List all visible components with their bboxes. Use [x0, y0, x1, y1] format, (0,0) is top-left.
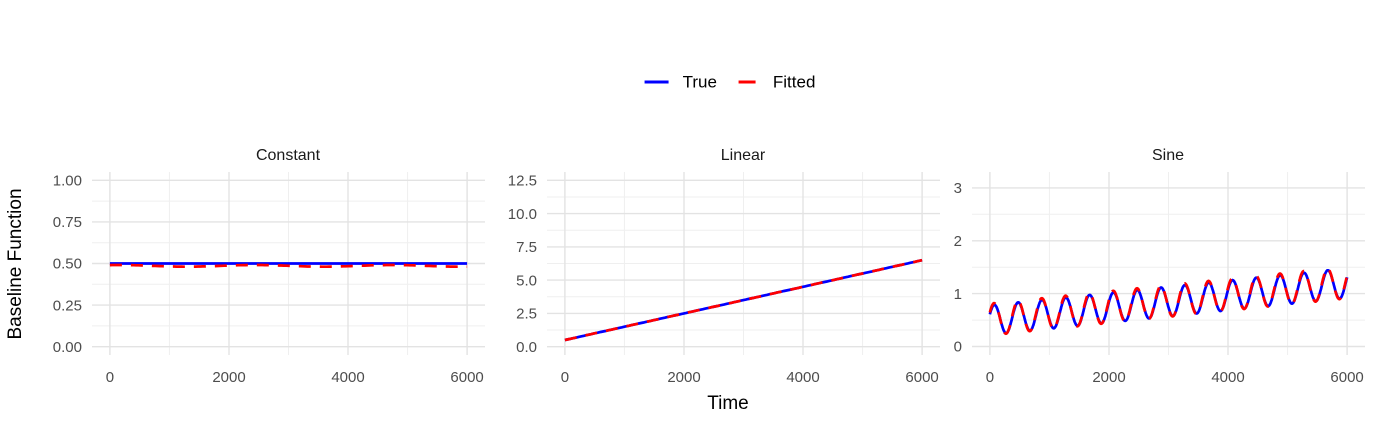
y-tick-label: 1.00 [53, 173, 82, 190]
x-tick-label: 0 [106, 369, 114, 386]
y-tick-label: 0.50 [53, 256, 82, 273]
x-tick-label: 4000 [1211, 369, 1244, 386]
x-tick-label: 2000 [1092, 369, 1125, 386]
legend-key-fitted-line-icon [735, 80, 759, 84]
x-tick-label: 6000 [1330, 369, 1363, 386]
y-tick-label: 2.5 [516, 306, 537, 323]
panel-svg-2: 0 1 2 3 0 2000 4000 6000 [954, 172, 1365, 386]
y-tick-label: 0.75 [53, 214, 82, 231]
panel-title-sine: Sine [1151, 147, 1185, 164]
x-tick-label: 0 [561, 369, 569, 386]
legend-item-true: True [644, 72, 717, 92]
panel-title-linear: Linear [720, 147, 766, 164]
x-axis-title: Time [707, 393, 749, 414]
series-line-fitted [109, 263, 468, 269]
legend-label-fitted: Fitted [772, 72, 816, 92]
x-tick-label: 2000 [667, 369, 700, 386]
legend: True Fitted [644, 72, 816, 92]
solid-line-icon [644, 80, 669, 84]
x-tick-label: 0 [986, 369, 994, 386]
y-tick-label: 7.5 [516, 239, 537, 256]
y-tick-label: 0 [954, 339, 962, 356]
panel-svg-0: 0.00 0.25 0.50 0.75 1.00 0 2000 4000 6000 [53, 172, 485, 386]
panel-title-constant: Constant [255, 147, 321, 164]
y-tick-label: 5.0 [516, 272, 537, 289]
y-tick-label: 2 [954, 233, 962, 250]
y-tick-label: 1 [954, 286, 962, 303]
x-tick-label: 4000 [786, 369, 819, 386]
x-tick-label: 2000 [212, 369, 245, 386]
panel-svg-1: 0.0 2.5 5.0 7.5 10.0 12.5 0 2000 4000 6000 [508, 172, 940, 386]
legend-label-true: True [682, 72, 717, 92]
y-tick-label: 12.5 [508, 173, 537, 190]
legend-key-true-line-icon [644, 80, 669, 84]
y-tick-label: 0.0 [516, 339, 537, 356]
x-tick-label: 4000 [331, 369, 364, 386]
series-line-fitted [564, 258, 923, 342]
x-tick-label: 6000 [450, 369, 483, 386]
y-tick-label: 3 [954, 180, 962, 197]
x-tick-label: 6000 [905, 369, 938, 386]
legend-item-fitted: Fitted [735, 72, 816, 92]
dashed-line-icon [738, 80, 756, 84]
series-line-fitted [988, 267, 1349, 336]
y-tick-label: 0.25 [53, 297, 82, 314]
y-tick-label: 10.0 [508, 206, 537, 223]
y-tick-label: 0.00 [53, 339, 82, 356]
